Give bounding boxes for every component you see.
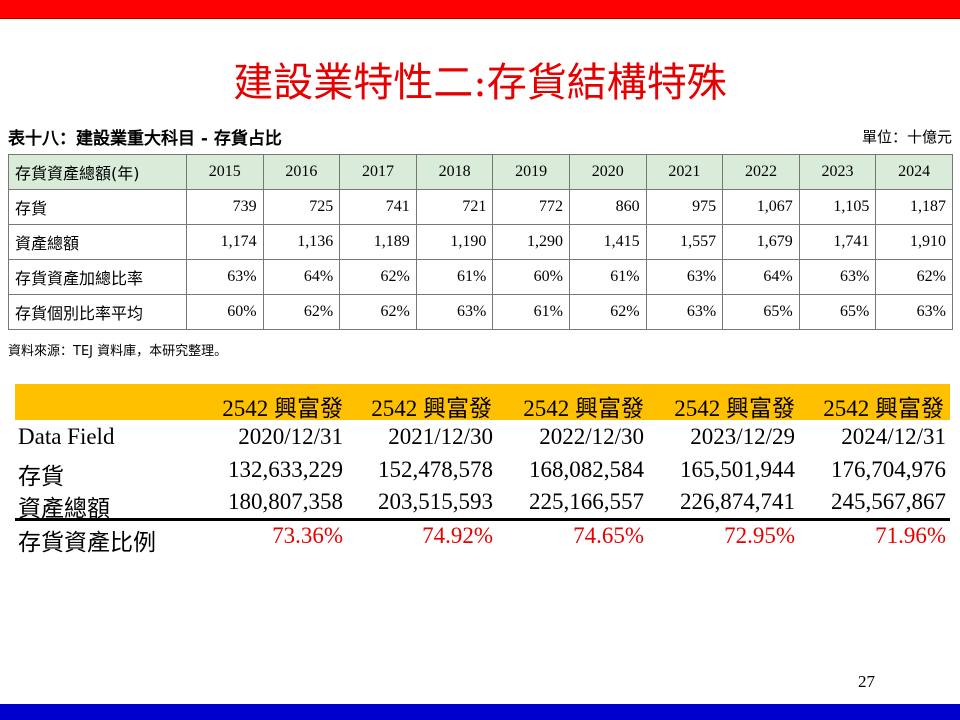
table1-header-row: 存貨資產總額(年) 2015 2016 2017 2018 2019 2020 … [8, 154, 953, 190]
table-cell: 725 [262, 189, 341, 225]
table-cell: 60% [186, 294, 264, 330]
year-header: 2015 [186, 154, 264, 190]
inventory-ratio-table: 存貨資產總額(年) 2015 2016 2017 2018 2019 2020 … [8, 154, 953, 330]
ratio-cell: 74.65% [573, 523, 644, 548]
inventory-cell: 152,478,578 [378, 457, 493, 482]
date-cell: 2024/12/31 [841, 424, 946, 449]
table-cell: 65% [798, 294, 877, 330]
assets-cell: 226,874,741 [680, 489, 795, 514]
table-cell: 64% [262, 259, 341, 295]
ratio-cell: 72.95% [724, 523, 795, 548]
table-cell: 1,189 [339, 224, 417, 260]
assets-cell: 180,807,358 [228, 489, 343, 514]
table1-caption: 表十八：建設業重大科目 - 存貨占比 [8, 129, 282, 149]
table-cell: 1,415 [568, 224, 647, 260]
table-cell: 1,557 [645, 224, 724, 260]
year-header: 2024 [875, 154, 953, 190]
table-cell: 1,741 [798, 224, 877, 260]
year-header: 2021 [645, 154, 724, 190]
table-cell: 63% [798, 259, 877, 295]
year-header: 2020 [568, 154, 647, 190]
row-label: 存貨資產加總比率 [8, 259, 187, 295]
year-header: 2019 [492, 154, 570, 190]
ratio-label: 存貨資產比例 [18, 530, 156, 555]
company-header: 2542 興富發 [371, 396, 492, 421]
assets-cell: 203,515,593 [378, 489, 493, 514]
table-row: 存貨個別比率平均 60% 62% 62% 63% 61% 62% 63% 65%… [8, 294, 953, 330]
table-cell: 1,190 [415, 224, 494, 260]
row-label: 存貨 [8, 189, 187, 225]
table-cell: 1,187 [875, 189, 953, 225]
assets-cell: 245,567,867 [831, 489, 946, 514]
company-header: 2542 興富發 [823, 396, 944, 421]
table-cell: 772 [492, 189, 570, 225]
table-cell: 61% [415, 259, 494, 295]
table-row: 資產總額 1,174 1,136 1,189 1,190 1,290 1,415… [8, 224, 953, 260]
table1-source-note: 資料來源：TEJ 資料庫，本研究整理。 [8, 344, 228, 359]
ratio-cell: 71.96% [875, 523, 946, 548]
year-header: 2022 [722, 154, 800, 190]
inventory-cell: 168,082,584 [529, 457, 644, 482]
row-label: 資產總額 [8, 224, 187, 260]
table-cell: 739 [186, 189, 264, 225]
assets-cell: 225,166,557 [529, 489, 644, 514]
company-header: 2542 興富發 [674, 396, 795, 421]
date-cell: 2022/12/30 [539, 424, 644, 449]
top-red-bar [0, 0, 960, 19]
table2-header-band [15, 384, 950, 420]
table-cell: 62% [339, 294, 417, 330]
ratio-cell: 74.92% [422, 523, 493, 548]
table-cell: 62% [875, 259, 953, 295]
table-cell: 1,136 [262, 224, 341, 260]
table-cell: 1,290 [492, 224, 570, 260]
inventory-cell: 176,704,976 [831, 457, 946, 482]
table-cell: 1,067 [722, 189, 800, 225]
table-cell: 860 [568, 189, 647, 225]
table-cell: 61% [492, 294, 570, 330]
inventory-cell: 165,501,944 [680, 457, 795, 482]
table-cell: 64% [722, 259, 800, 295]
assets-label: 資產總額 [18, 496, 110, 521]
year-header: 2016 [262, 154, 341, 190]
table-cell: 63% [415, 294, 494, 330]
bottom-blue-bar [0, 704, 960, 720]
table-cell: 721 [415, 189, 494, 225]
table-cell: 63% [186, 259, 264, 295]
company-header: 2542 興富發 [222, 396, 343, 421]
date-cell: 2023/12/29 [690, 424, 795, 449]
table-cell: 65% [722, 294, 800, 330]
inventory-cell: 132,633,229 [228, 457, 343, 482]
table-row: 存貨資產加總比率 63% 64% 62% 61% 60% 61% 63% 64%… [8, 259, 953, 295]
year-header: 2017 [339, 154, 417, 190]
table-cell: 975 [645, 189, 724, 225]
table-cell: 62% [262, 294, 341, 330]
table-row: 存貨 739 725 741 721 772 860 975 1,067 1,1… [8, 189, 953, 225]
table-cell: 63% [645, 259, 724, 295]
table-cell: 63% [645, 294, 724, 330]
table-cell: 60% [492, 259, 570, 295]
table-cell: 1,105 [798, 189, 877, 225]
data-field-label: Data Field [18, 424, 115, 449]
row-label: 存貨個別比率平均 [8, 294, 187, 330]
inventory-label: 存貨 [18, 464, 64, 489]
table-cell: 62% [568, 294, 647, 330]
table-cell: 63% [875, 294, 953, 330]
date-cell: 2020/12/31 [238, 424, 343, 449]
table-cell: 1,679 [722, 224, 800, 260]
table-cell: 61% [568, 259, 647, 295]
table2-divider [15, 518, 950, 521]
table1-header-label: 存貨資產總額(年) [8, 154, 187, 190]
table-cell: 1,174 [186, 224, 264, 260]
table-cell: 741 [339, 189, 417, 225]
table-cell: 1,910 [875, 224, 953, 260]
page-number: 27 [858, 672, 875, 691]
ratio-cell: 73.36% [272, 523, 343, 548]
company-header: 2542 興富發 [523, 396, 644, 421]
year-header: 2023 [798, 154, 877, 190]
table-cell: 62% [339, 259, 417, 295]
date-cell: 2021/12/30 [388, 424, 493, 449]
year-header: 2018 [415, 154, 494, 190]
slide-title: 建設業特性二:存貨結構特殊 [233, 60, 727, 106]
table1-unit: 單位：十億元 [861, 128, 952, 146]
